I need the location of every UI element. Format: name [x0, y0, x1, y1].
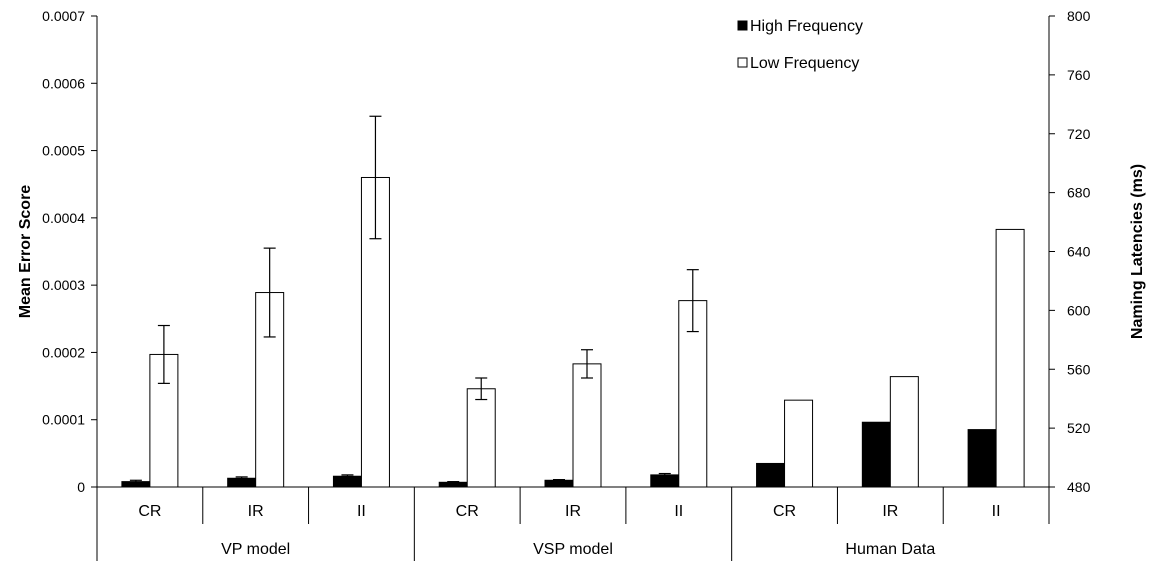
right-axis-tick-label: 480 — [1067, 479, 1091, 495]
bar-low-frequency — [995, 228, 1025, 488]
right-axis-tick-label: 800 — [1067, 8, 1091, 24]
x-category-label: II — [674, 503, 683, 520]
bar-low-frequency — [572, 363, 602, 488]
bar-high-frequency — [756, 462, 786, 488]
left-axis-tick-label: 0 — [77, 479, 85, 495]
x-group-label: VP model — [221, 541, 290, 558]
legend-label-low-frequency: Low Frequency — [750, 55, 859, 72]
right-axis-tick-label: 560 — [1067, 361, 1091, 377]
right-axis-tick-label: 520 — [1067, 420, 1091, 436]
x-category-label: CR — [138, 503, 161, 520]
bar-low-frequency — [466, 388, 496, 488]
left-axis-title: Mean Error Score — [17, 185, 34, 318]
right-axis-tick-label: 640 — [1067, 244, 1091, 260]
chart-bars — [121, 115, 1025, 488]
chart-legend: High Frequency Low Frequency — [737, 18, 863, 72]
bar-low-frequency — [784, 399, 814, 488]
x-category-label: II — [357, 503, 366, 520]
right-axis-tick-label: 760 — [1067, 67, 1091, 83]
x-category-label: CR — [456, 503, 479, 520]
chart-labels: 0 0.0001 0.0002 0.0003 0.0004 0.0005 0.0006 0.0… — [17, 8, 1146, 558]
x-group-label: Human Data — [845, 541, 935, 558]
x-category-label: II — [992, 503, 1001, 520]
x-category-label: IR — [882, 503, 898, 520]
legend-swatch-low-frequency — [737, 57, 748, 68]
right-axis-tick-label: 720 — [1067, 126, 1091, 142]
left-axis-tick-label: 0.0006 — [42, 75, 85, 91]
x-category-label: IR — [565, 503, 581, 520]
bar-high-frequency — [861, 421, 891, 488]
bar-low-frequency — [889, 376, 919, 488]
legend-label-high-frequency: High Frequency — [750, 18, 863, 35]
x-category-label: IR — [248, 503, 264, 520]
left-axis-tick-label: 0.0002 — [42, 344, 85, 360]
right-axis-title: Naming Latencies (ms) — [1129, 164, 1146, 339]
x-group-label: VSP model — [533, 541, 613, 558]
bar-high-frequency — [967, 429, 997, 488]
left-axis-tick-label: 0.0004 — [42, 210, 85, 226]
right-axis-tick-label: 680 — [1067, 185, 1091, 201]
left-axis-tick-label: 0.0003 — [42, 277, 85, 293]
right-axis-tick-label: 600 — [1067, 302, 1091, 318]
x-category-label: CR — [773, 503, 796, 520]
left-axis-tick-label: 0.0001 — [42, 412, 85, 428]
left-axis-tick-label: 0.0005 — [42, 143, 85, 159]
legend-swatch-high-frequency — [737, 20, 748, 31]
left-axis-tick-label: 0.0007 — [42, 8, 85, 24]
